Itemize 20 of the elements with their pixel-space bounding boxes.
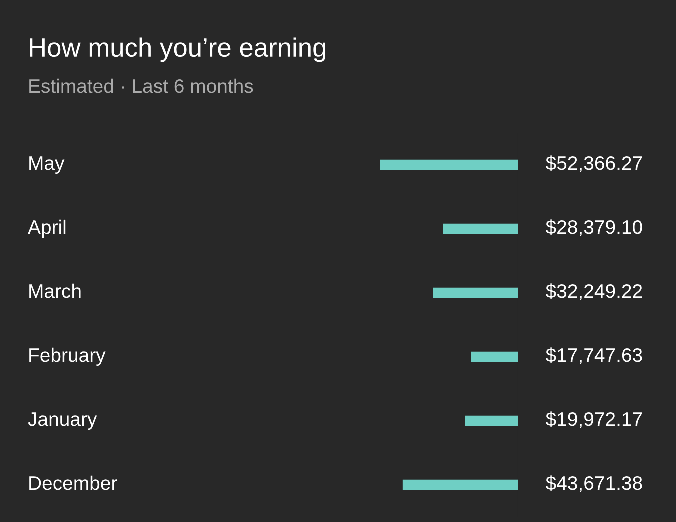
data-label: $28,379.10 <box>546 220 642 237</box>
bar <box>380 160 518 170</box>
data-label: $32,249.22 <box>546 284 642 301</box>
y-tick-label: May <box>30 156 65 174</box>
bar <box>465 416 518 426</box>
text: Estimated · Last 6 months <box>30 78 254 94</box>
y-tick-label: December <box>30 476 118 490</box>
bar <box>402 480 518 490</box>
y-tick-label: January <box>28 412 98 430</box>
bar <box>471 352 518 362</box>
y-tick-label: March <box>30 284 81 298</box>
data-label: $52,366.27 <box>546 156 642 173</box>
data-label: $17,747.63 <box>546 348 642 365</box>
y-tick-label: February <box>30 348 106 366</box>
y-tick-label: April <box>28 220 66 238</box>
bar <box>443 224 518 234</box>
bar <box>433 288 518 298</box>
data-label: $19,972.17 <box>546 412 642 429</box>
chart-title: How much you’re earning <box>30 38 326 62</box>
data-label: $43,671.38 <box>546 476 642 493</box>
